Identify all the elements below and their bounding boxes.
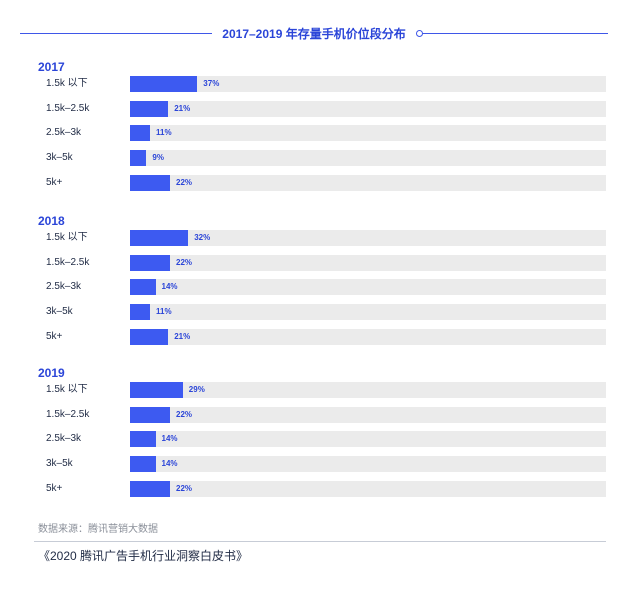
category-label: 5k+ bbox=[46, 483, 63, 494]
bar-2019-1 bbox=[130, 407, 170, 423]
category-label: 1.5k 以下 bbox=[46, 384, 88, 395]
category-label: 1.5k–2.5k bbox=[46, 409, 90, 420]
year-label-2019: 2019 bbox=[38, 366, 65, 380]
footer-publication: 《2020 腾讯广告手机行业洞察白皮书》 bbox=[38, 549, 249, 563]
category-label: 2.5k–3k bbox=[46, 281, 82, 292]
year-label-2018: 2018 bbox=[38, 214, 65, 228]
bar-track bbox=[130, 101, 606, 117]
bar-2017-4 bbox=[130, 175, 170, 191]
category-label: 3k–5k bbox=[46, 458, 73, 469]
category-label: 2.5k–3k bbox=[46, 433, 82, 444]
value-label: 22% bbox=[176, 258, 193, 267]
bar-track bbox=[130, 456, 606, 472]
bar-2017-1 bbox=[130, 101, 169, 117]
bar-track bbox=[130, 125, 606, 141]
category-label: 3k–5k bbox=[46, 152, 73, 163]
value-label: 37% bbox=[203, 79, 220, 88]
bar-track bbox=[130, 329, 606, 345]
category-label: 1.5k 以下 bbox=[46, 232, 88, 243]
value-label: 21% bbox=[174, 332, 191, 341]
value-label: 29% bbox=[188, 385, 205, 394]
bar-2018-3 bbox=[130, 304, 150, 320]
bar-track bbox=[130, 304, 606, 320]
value-label: 14% bbox=[161, 282, 178, 291]
bar-track bbox=[130, 481, 606, 497]
category-label: 3k–5k bbox=[46, 306, 73, 317]
bar-track bbox=[130, 175, 606, 191]
chart-title: 2017–2019 年存量手机价位段分布 bbox=[20, 26, 608, 42]
value-label: 11% bbox=[156, 128, 172, 137]
bar-track bbox=[130, 76, 606, 92]
bar-2019-3 bbox=[130, 456, 156, 472]
bar-2018-4 bbox=[130, 329, 169, 345]
value-label: 21% bbox=[174, 104, 191, 113]
bar-track bbox=[130, 255, 606, 271]
year-label-2017: 2017 bbox=[38, 60, 65, 74]
bar-2017-2 bbox=[130, 125, 150, 141]
value-label: 9% bbox=[152, 153, 164, 162]
value-label: 22% bbox=[176, 484, 193, 493]
title-right-rule bbox=[418, 33, 608, 34]
bar-track bbox=[130, 431, 606, 447]
category-label: 5k+ bbox=[46, 331, 63, 342]
value-label: 32% bbox=[194, 233, 211, 242]
bar-2019-0 bbox=[130, 382, 183, 398]
bar-2019-2 bbox=[130, 431, 156, 447]
category-label: 1.5k 以下 bbox=[46, 78, 88, 89]
bar-2017-0 bbox=[130, 76, 198, 92]
value-label: 14% bbox=[161, 434, 178, 443]
chart-title-row: 2017–2019 年存量手机价位段分布 bbox=[20, 26, 608, 42]
title-left-rule bbox=[20, 33, 234, 34]
value-label: 22% bbox=[176, 410, 193, 419]
bar-track bbox=[130, 407, 606, 423]
category-label: 1.5k–2.5k bbox=[46, 103, 90, 114]
bar-2017-3 bbox=[130, 150, 147, 166]
bar-track bbox=[130, 150, 606, 166]
value-label: 22% bbox=[176, 178, 193, 187]
bar-track bbox=[130, 230, 606, 246]
source-note: 数据来源：腾讯营销大数据 bbox=[38, 524, 158, 535]
title-right-dot bbox=[416, 30, 423, 37]
bar-2019-4 bbox=[130, 481, 170, 497]
value-label: 14% bbox=[161, 459, 178, 468]
bar-2018-2 bbox=[130, 279, 156, 295]
category-label: 2.5k–3k bbox=[46, 127, 82, 138]
footer-divider bbox=[34, 541, 606, 542]
value-label: 11% bbox=[156, 307, 172, 316]
category-label: 1.5k–2.5k bbox=[46, 257, 90, 268]
chart-title-text: 2017–2019 年存量手机价位段分布 bbox=[212, 27, 416, 41]
category-label: 5k+ bbox=[46, 177, 63, 188]
bar-track bbox=[130, 382, 606, 398]
bar-2018-1 bbox=[130, 255, 170, 271]
bar-track bbox=[130, 279, 606, 295]
bar-2018-0 bbox=[130, 230, 189, 246]
